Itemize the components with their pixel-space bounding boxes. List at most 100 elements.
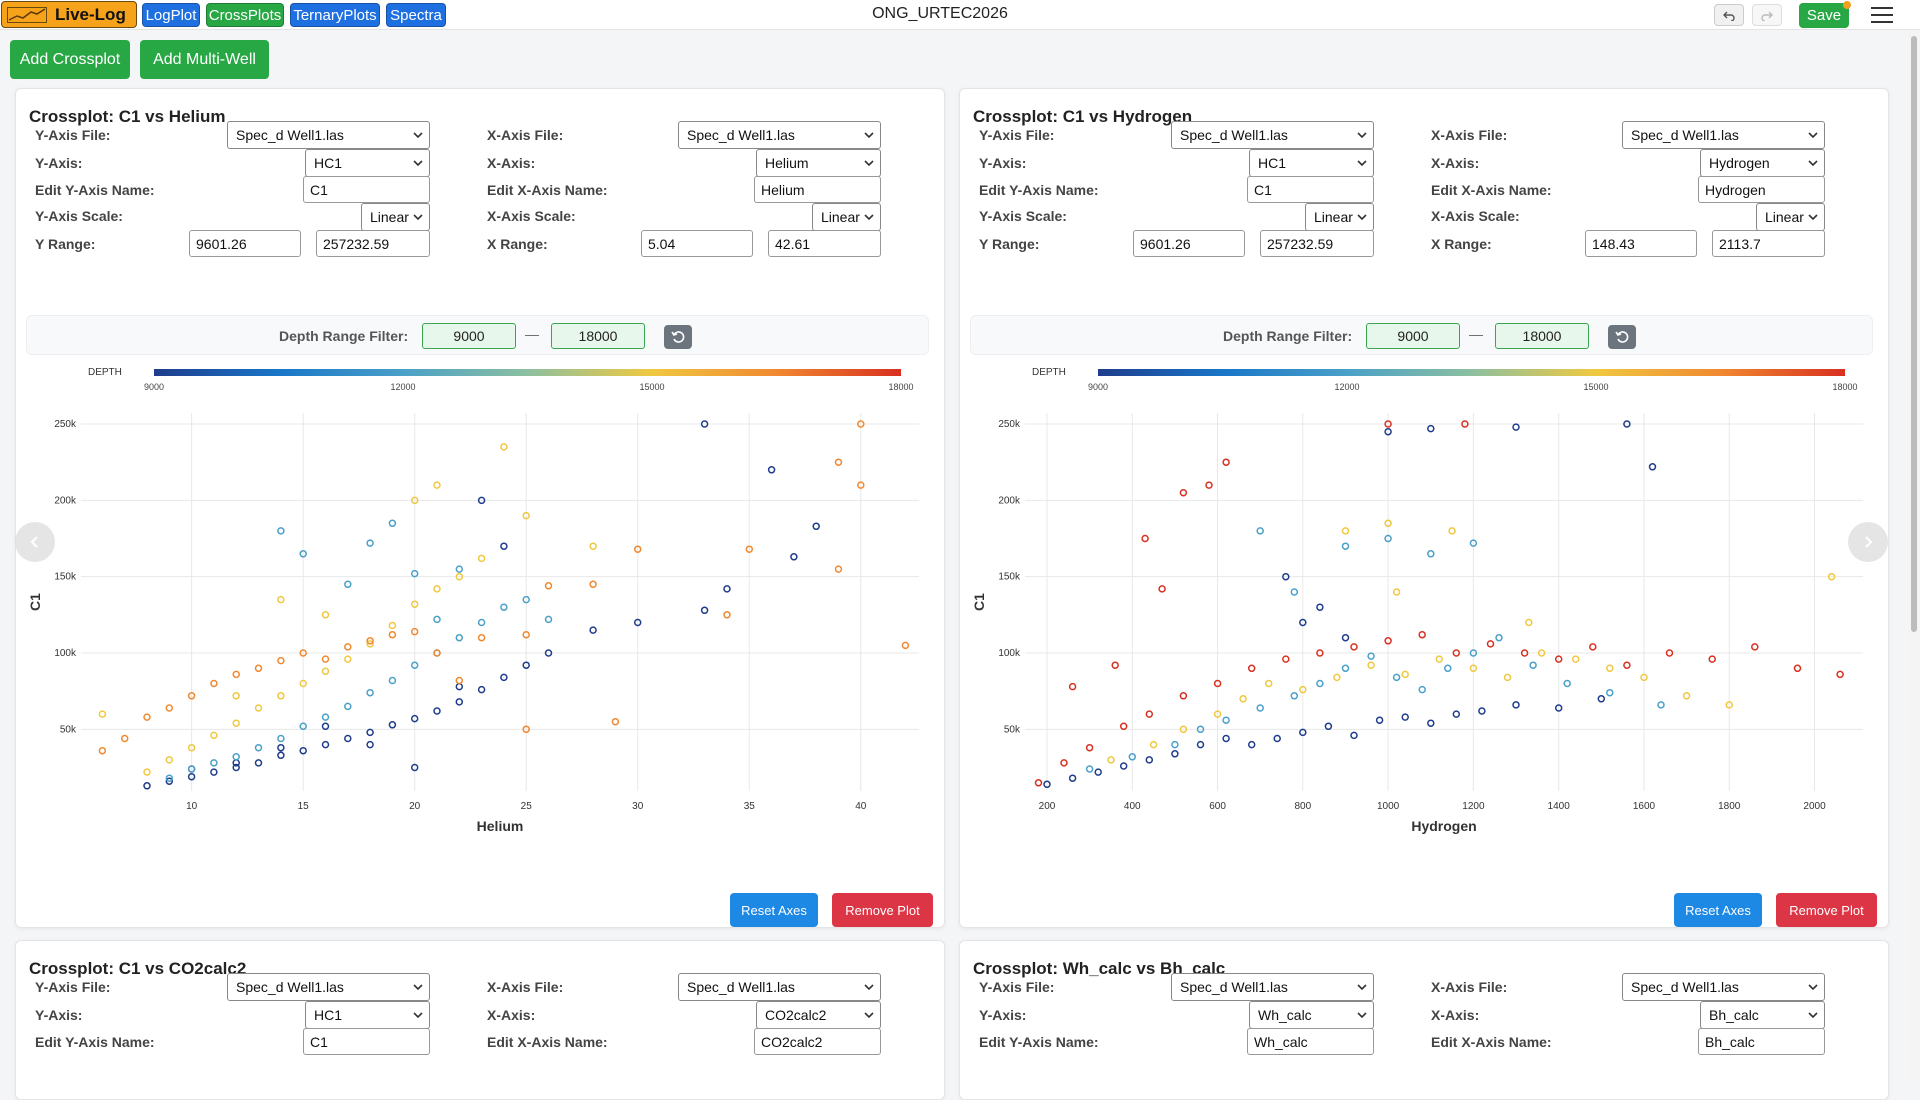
data-point[interactable]: [187, 772, 196, 781]
data-point[interactable]: [187, 743, 196, 752]
data-point[interactable]: [700, 606, 709, 615]
data-point[interactable]: [1145, 710, 1154, 718]
data-point[interactable]: [1367, 661, 1375, 669]
data-point[interactable]: [1085, 765, 1094, 773]
depth-reset-button[interactable]: [664, 325, 692, 349]
data-point[interactable]: [589, 626, 597, 634]
y-axis-name-input[interactable]: C1: [1247, 176, 1374, 203]
data-point[interactable]: [1299, 685, 1307, 694]
data-point[interactable]: [254, 743, 263, 752]
data-point[interactable]: [232, 763, 240, 772]
data-point[interactable]: [790, 553, 798, 561]
data-point[interactable]: [1427, 550, 1435, 558]
data-point[interactable]: [143, 768, 151, 776]
data-point[interactable]: [254, 759, 263, 767]
data-point[interactable]: [1222, 716, 1230, 724]
data-point[interactable]: [1452, 649, 1461, 657]
data-point[interactable]: [1401, 670, 1409, 679]
data-point[interactable]: [1316, 679, 1324, 688]
data-point[interactable]: [1324, 722, 1333, 731]
y-axis-select[interactable]: Wh_calc: [1249, 1001, 1374, 1029]
y-axis-name-input[interactable]: Wh_calc: [1247, 1028, 1374, 1055]
data-point[interactable]: [1299, 728, 1307, 737]
data-point[interactable]: [98, 710, 107, 718]
data-point[interactable]: [1486, 640, 1495, 648]
data-point[interactable]: [410, 627, 419, 636]
nav-ternaryplots-button[interactable]: TernaryPlots: [290, 3, 380, 27]
data-point[interactable]: [1469, 649, 1478, 657]
data-point[interactable]: [1478, 707, 1486, 715]
y-axis-scale-select[interactable]: Linear: [361, 203, 430, 231]
data-point[interactable]: [210, 731, 218, 740]
crossplot-chart[interactable]: DEPTH 9000 12000 15000 18000 10 15 20 25 30 35 40 50…: [26, 361, 929, 861]
data-point[interactable]: [321, 655, 330, 663]
data-point[interactable]: [98, 746, 107, 755]
data-point[interactable]: [410, 714, 419, 723]
y-axis-name-input[interactable]: C1: [303, 1028, 430, 1055]
data-point[interactable]: [1520, 649, 1529, 657]
data-point[interactable]: [1384, 534, 1392, 543]
carousel-prev-button[interactable]: [15, 522, 55, 562]
data-point[interactable]: [1341, 633, 1350, 642]
data-point[interactable]: [210, 768, 218, 776]
data-point[interactable]: [1239, 695, 1247, 703]
remove-plot-button[interactable]: Remove Plot: [832, 893, 933, 927]
data-point[interactable]: [455, 698, 464, 706]
data-point[interactable]: [388, 519, 397, 528]
data-point[interactable]: [1435, 655, 1444, 663]
data-point[interactable]: [366, 688, 374, 697]
data-point[interactable]: [857, 420, 865, 428]
data-point[interactable]: [1316, 649, 1324, 657]
data-point[interactable]: [1290, 588, 1299, 596]
data-point[interactable]: [723, 585, 731, 593]
x-range-max-input[interactable]: 42.61: [768, 230, 881, 257]
data-point[interactable]: [633, 545, 642, 553]
data-point[interactable]: [1068, 682, 1077, 691]
data-point[interactable]: [1401, 713, 1409, 721]
data-point[interactable]: [232, 719, 240, 727]
data-point[interactable]: [767, 466, 776, 474]
data-point[interactable]: [232, 753, 240, 761]
data-point[interactable]: [1179, 725, 1188, 734]
data-point[interactable]: [1571, 655, 1580, 663]
carousel-next-button[interactable]: [1848, 522, 1888, 562]
depth-max-input[interactable]: 18000: [1495, 323, 1589, 349]
data-point[interactable]: [366, 637, 374, 645]
data-point[interactable]: [1205, 481, 1213, 489]
data-point[interactable]: [254, 704, 263, 712]
data-point[interactable]: [277, 656, 285, 665]
data-point[interactable]: [388, 621, 397, 630]
data-point[interactable]: [366, 640, 374, 648]
data-point[interactable]: [1222, 458, 1230, 466]
crossplot-chart[interactable]: DEPTH 9000 12000 15000 18000 200 400 600 800 1000…: [970, 361, 1873, 861]
data-point[interactable]: [410, 569, 419, 578]
data-point[interactable]: [1563, 679, 1571, 688]
data-point[interactable]: [500, 443, 508, 451]
data-point[interactable]: [277, 595, 285, 604]
data-point[interactable]: [1350, 643, 1358, 651]
data-point[interactable]: [1094, 768, 1102, 776]
data-point[interactable]: [1282, 655, 1290, 663]
data-point[interactable]: [1171, 750, 1179, 758]
data-point[interactable]: [143, 782, 151, 790]
data-point[interactable]: [1034, 779, 1043, 787]
data-point[interactable]: [1316, 603, 1324, 611]
data-point[interactable]: [1264, 679, 1273, 688]
data-point[interactable]: [433, 707, 441, 715]
y-axis-file-select[interactable]: Spec_d Well1.las: [1171, 121, 1374, 149]
hamburger-menu-icon[interactable]: [1871, 7, 1893, 23]
data-point[interactable]: [1341, 664, 1350, 673]
add-multi-well-button[interactable]: Add Multi-Well: [140, 40, 269, 79]
data-point[interactable]: [1341, 527, 1350, 535]
data-point[interactable]: [321, 713, 330, 721]
data-point[interactable]: [1341, 542, 1350, 550]
data-point[interactable]: [1525, 618, 1533, 627]
data-point[interactable]: [277, 527, 285, 535]
data-point[interactable]: [1375, 716, 1384, 724]
data-point[interactable]: [410, 496, 419, 505]
data-point[interactable]: [277, 734, 285, 743]
data-point[interactable]: [1495, 633, 1503, 642]
data-point[interactable]: [433, 585, 441, 593]
data-point[interactable]: [321, 611, 330, 619]
data-point[interactable]: [232, 670, 240, 679]
